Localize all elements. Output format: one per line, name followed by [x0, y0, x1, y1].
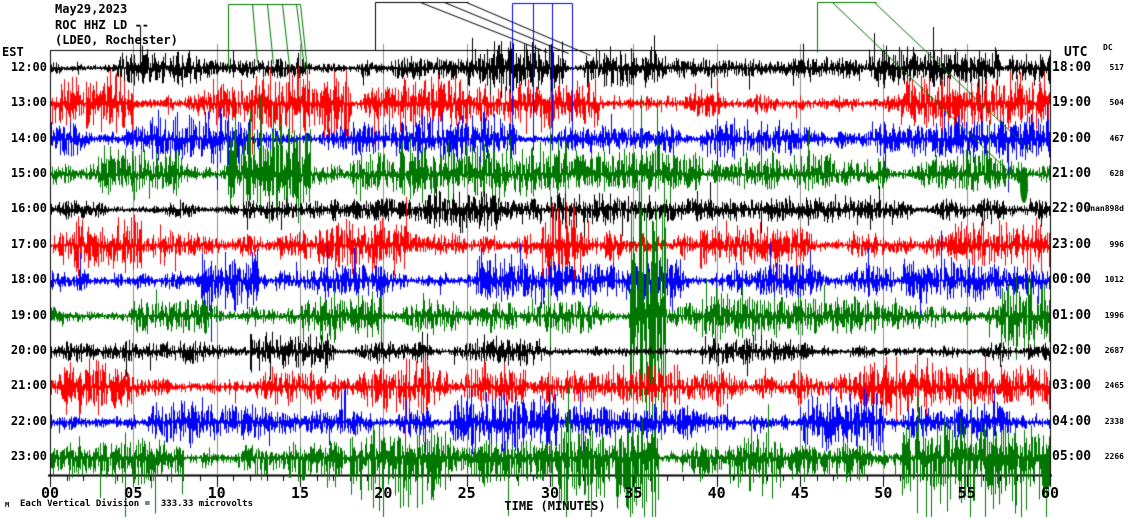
minute-label: 20 [374, 484, 393, 502]
est-hour-label: 18:00 [10, 272, 47, 287]
est-hour-label: 13:00 [10, 95, 47, 110]
minute-label: 05 [124, 484, 143, 502]
utc-hour-label: 21:00 [1052, 165, 1092, 181]
station-label: ROC HHZ LD -- [55, 18, 149, 32]
est-hour-label: 17:00 [10, 236, 47, 251]
est-hour-label: 12:00 [10, 59, 47, 74]
network-label: (LDEO, Rochester) [55, 33, 178, 47]
dc-value: 504 [1109, 98, 1124, 108]
dc-value: 467 [1109, 133, 1124, 143]
minute-label: 35 [624, 484, 643, 502]
est-hour-label: 15:00 [10, 165, 47, 180]
date-label: May29,2023 [55, 2, 128, 16]
minute-label: 10 [207, 484, 226, 502]
est-hour-label: 19:00 [10, 307, 47, 322]
est-hour-label: 21:00 [10, 378, 47, 393]
dc-value: 2338 [1104, 416, 1124, 426]
right-axis-title: UTC [1064, 45, 1088, 60]
minute-label: 25 [457, 484, 476, 502]
minute-label: 55 [957, 484, 976, 502]
dc-value: -nan898d [1085, 204, 1124, 214]
utc-hour-label: 20:00 [1052, 130, 1092, 146]
minute-label: 45 [790, 484, 810, 502]
utc-hour-label: 00:00 [1052, 272, 1092, 288]
est-hour-label: 14:00 [10, 130, 47, 145]
est-hour-label: 22:00 [10, 413, 47, 428]
minute-label: 50 [874, 484, 893, 502]
utc-hour-label: 01:00 [1052, 307, 1092, 323]
left-axis-title: EST [2, 45, 24, 59]
est-hour-label: 20:00 [10, 343, 47, 358]
dc-value: 996 [1109, 239, 1124, 249]
utc-hour-label: 18:00 [1052, 59, 1092, 75]
dc-value: 1012 [1104, 275, 1124, 285]
est-hour-label: 16:00 [10, 201, 47, 216]
dc-value: 517 [1109, 62, 1124, 72]
utc-hour-label: 23:00 [1052, 236, 1092, 252]
minute-label: 40 [707, 484, 726, 502]
est-hour-label: 23:00 [10, 449, 47, 464]
corner-mark: M [5, 501, 10, 509]
dc-value: 1996 [1104, 310, 1124, 320]
utc-hour-label: 22:00 [1052, 201, 1092, 217]
dc-value: 2687 [1104, 346, 1124, 356]
dc-column-header: DC [1103, 43, 1113, 52]
dc-value: 2465 [1104, 381, 1124, 391]
scale-note: Each Vertical Division = 333.33 microvol… [20, 499, 253, 509]
minute-label: 15 [290, 484, 310, 502]
x-axis-title: TIME (MINUTES) [504, 499, 606, 513]
utc-hour-label: 03:00 [1052, 378, 1092, 394]
dc-value: 628 [1109, 168, 1124, 178]
minute-label: 30 [540, 484, 560, 502]
utc-hour-label: 19:00 [1052, 95, 1092, 111]
minute-label: 60 [1040, 484, 1060, 502]
utc-hour-label: 02:00 [1052, 343, 1092, 359]
minute-label: 00 [40, 484, 60, 502]
utc-hour-label: 05:00 [1052, 449, 1092, 465]
utc-hour-label: 04:00 [1052, 413, 1092, 429]
dc-value: 2266 [1104, 452, 1124, 462]
